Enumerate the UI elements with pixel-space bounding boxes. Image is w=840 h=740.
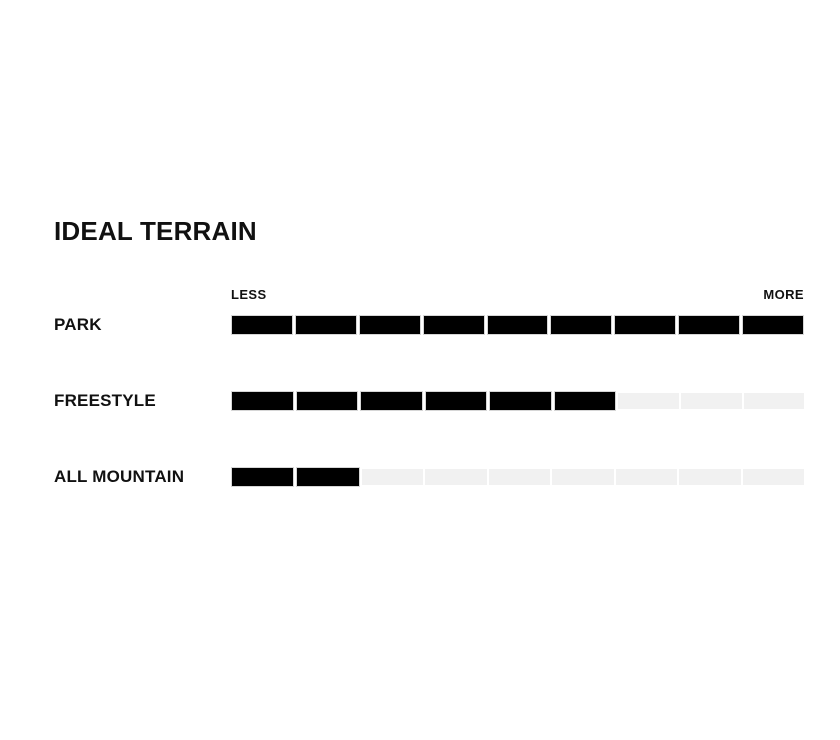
meter-segment-empty — [488, 469, 551, 485]
scale-max-label: MORE — [763, 287, 804, 302]
meter-segment-filled — [614, 315, 677, 335]
meter-segment-filled — [742, 315, 805, 335]
meter-segment-filled — [294, 315, 357, 335]
rating-meter — [231, 389, 805, 413]
meter-segment-empty — [618, 393, 679, 409]
meter-segment-empty — [742, 469, 804, 485]
rating-row: ALL MOUNTAIN — [0, 465, 840, 489]
meter-segment-filled — [296, 467, 360, 487]
rating-row-label: ALL MOUNTAIN — [54, 467, 185, 486]
meter-segment-filled — [360, 391, 423, 411]
meter-segment-filled — [486, 315, 549, 335]
meter-segment-empty — [680, 393, 742, 409]
meter-segment-filled — [553, 391, 617, 411]
meter-segment-empty — [361, 469, 424, 485]
meter-segment-filled — [358, 315, 421, 335]
meter-segment-filled — [424, 391, 488, 411]
rating-meter — [231, 313, 805, 337]
meter-segment-empty — [615, 469, 678, 485]
meter-segment-filled — [231, 391, 294, 411]
meter-segment-filled — [489, 391, 552, 411]
scale-axis: LESS MORE — [231, 286, 804, 304]
meter-segment-filled — [678, 315, 741, 335]
meter-segment-empty — [425, 469, 487, 485]
page-title: IDEAL TERRAIN — [54, 216, 257, 246]
meter-segment-filled — [422, 315, 485, 335]
rating-row: FREESTYLE — [0, 389, 840, 413]
meter-segment-filled — [550, 315, 613, 335]
scale-min-label: LESS — [231, 287, 267, 302]
meter-segment-empty — [552, 469, 614, 485]
meter-segment-filled — [295, 391, 359, 411]
meter-segment-filled — [231, 315, 293, 335]
rating-meter — [231, 465, 804, 489]
meter-segment-empty — [743, 393, 805, 409]
meter-segment-empty — [679, 469, 741, 485]
rating-row-label: PARK — [54, 315, 102, 334]
rating-row-label: FREESTYLE — [54, 391, 156, 410]
rating-row: PARK — [0, 313, 840, 337]
meter-segment-filled — [231, 467, 295, 487]
